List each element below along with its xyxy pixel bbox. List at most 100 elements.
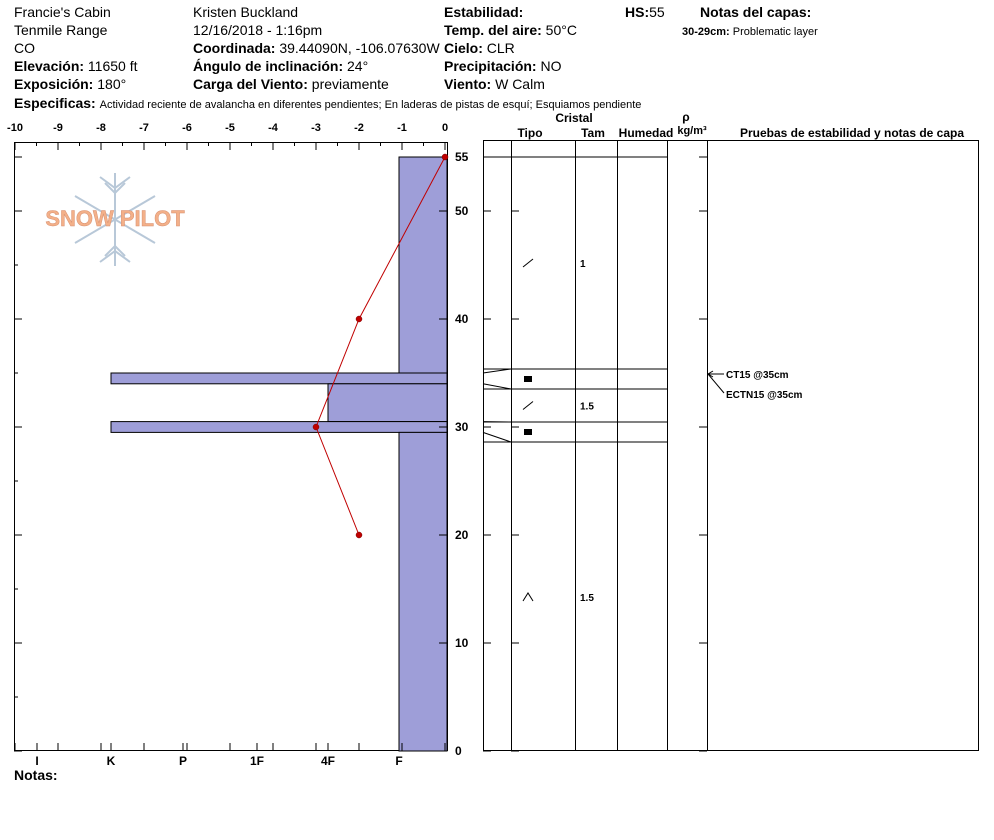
hardness-tick-label-1: K (107, 754, 116, 768)
crystal-size-4: 1.5 (580, 593, 594, 604)
aspect-label: Exposición: (14, 76, 94, 92)
state: CO (14, 40, 35, 56)
hardness-layers (110, 156, 448, 752)
header-rho: ρ (682, 110, 689, 124)
hs-value: 55 (649, 4, 665, 20)
wind-loading: Carga del Viento: previamente (193, 76, 389, 92)
header-density-unit: kg/m³ (677, 125, 707, 137)
temp-tick-label-8: -2 (354, 122, 364, 134)
height-tick-label-0: 0 (455, 744, 462, 758)
coordinates-label: Coordinada: (193, 40, 276, 56)
layer-note-value: Problematic layer (732, 26, 818, 38)
crystal-panel-ticks (483, 156, 707, 752)
air-temp-value: 50°C (545, 22, 577, 38)
temperature-point-2 (312, 423, 320, 431)
layer-notes-title: Notas del capas: (700, 4, 812, 20)
hardness-tick-label-2: P (179, 754, 187, 768)
precip-value: NO (540, 58, 562, 74)
sky-label: Cielo: (444, 40, 483, 56)
logo-text: SNOW PILOT (45, 206, 185, 231)
hs-label: HS: (625, 4, 650, 20)
crystal-size-2: 1.5 (580, 402, 594, 413)
layer-connector-3 (482, 431, 512, 443)
elevation-value: 11650 ft (87, 58, 138, 74)
stability-label: Estabilidad: (444, 4, 524, 20)
elevation: Elevación: 11650 ft (14, 58, 137, 74)
range: Tenmile Range (14, 22, 108, 38)
header-tipo: Tipo (517, 126, 542, 140)
precip-label: Precipitación: (444, 58, 537, 74)
temp-tick-label-4: -6 (182, 122, 192, 134)
sky: Cielo: CLR (444, 40, 515, 56)
notes-label: Notas: (14, 767, 58, 783)
ice-layer-icon (524, 376, 532, 382)
snowpilot-logo: SNOW PILOT (45, 173, 185, 266)
crystal-rows: 1 1.5 1.5 (482, 156, 667, 604)
temperature-point-0 (441, 153, 449, 161)
temp-tick-label-7: -3 (311, 122, 321, 134)
hardness-layer-4 (398, 431, 448, 752)
wind-value: W Calm (495, 76, 545, 92)
location: Francie's Cabin (14, 4, 111, 20)
air-temp-label: Temp. del aire: (444, 22, 542, 38)
temp-tick-label-10: 0 (442, 122, 448, 134)
hardness-plot-frame (14, 142, 448, 751)
temperature-profile (312, 153, 449, 539)
stability-tests: CT15 @35cm ECTN15 @35cm (707, 370, 803, 401)
height-tick-label-6: 55 (455, 150, 469, 164)
precip: Precipitación: NO (444, 58, 561, 74)
specifics: Especificas: Actividad reciente de avala… (14, 95, 641, 113)
hardness-tick-label-5: F (395, 754, 402, 768)
snowflake-icon (74, 173, 156, 266)
stability: Estabilidad: (444, 4, 523, 20)
wind-loading-label: Carga del Viento: (193, 76, 308, 92)
height-tick-label-5: 50 (455, 204, 469, 218)
temp-tick-label-0: -10 (7, 122, 23, 134)
layer-note: 30-29cm: Problematic layer (682, 24, 818, 40)
height-tick-label-2: 20 (455, 528, 469, 542)
temperature-point-1 (355, 315, 363, 323)
aspect-value: 180° (97, 76, 127, 92)
test-label-2: ECTN15 @35cm (726, 390, 803, 401)
specifics-label: Especificas: (14, 95, 96, 111)
crystal-size-0: 1 (580, 259, 586, 270)
temp-tick-label-3: -7 (139, 122, 149, 134)
header-cristal: Cristal (555, 111, 592, 125)
hardness-layer-1 (110, 372, 448, 385)
height-tick-label-3: 30 (455, 420, 469, 434)
air-temp: Temp. del aire: 50°C (444, 22, 577, 38)
specifics-value: Actividad reciente de avalancha en difer… (99, 99, 642, 111)
layer-connector-0 (482, 368, 512, 374)
wind-loading-value: previamente (311, 76, 389, 92)
temp-tick-label-1: -9 (53, 122, 63, 134)
datetime: 12/16/2018 - 1:16pm (193, 22, 323, 38)
slope: Ángulo de inclinación: 24° (193, 58, 368, 74)
ice-layer-icon (524, 429, 532, 435)
hardness-layer-0 (398, 156, 448, 374)
temp-tick-label-5: -5 (225, 122, 235, 134)
temp-tick-label-2: -8 (96, 122, 106, 134)
temp-tick-label-9: -1 (397, 122, 407, 134)
depth-hoar-icon (522, 592, 534, 602)
observer: Kristen Buckland (193, 4, 299, 20)
temperature-line (315, 156, 446, 536)
test-pointer-2 (707, 373, 725, 394)
header-humedad: Humedad (619, 126, 674, 140)
hardness-axis: I K P 1F 4F F (35, 743, 403, 768)
sky-value: CLR (486, 40, 515, 56)
hardness-tick-label-3: 1F (250, 754, 264, 768)
header-tests: Pruebas de estabilidad y notas de capa (740, 126, 964, 140)
decomposing-icon (522, 401, 534, 410)
crystal-panel-frame (483, 140, 979, 751)
layer-connector-1 (482, 383, 512, 390)
slope-label: Ángulo de inclinación: (193, 58, 344, 74)
decomposing-icon (522, 258, 534, 268)
temp-tick-label-6: -4 (268, 122, 279, 134)
temperature-axis: -10 -9 -8 -7 -6 -5 -4 -3 -2 -1 0 (7, 122, 448, 751)
aspect: Exposición: 180° (14, 76, 126, 92)
test-label-1: CT15 @35cm (726, 370, 789, 381)
hs: HS:55 (625, 4, 665, 20)
hardness-tick-label-4: 4F (321, 754, 335, 768)
wind-label: Viento: (444, 76, 492, 92)
